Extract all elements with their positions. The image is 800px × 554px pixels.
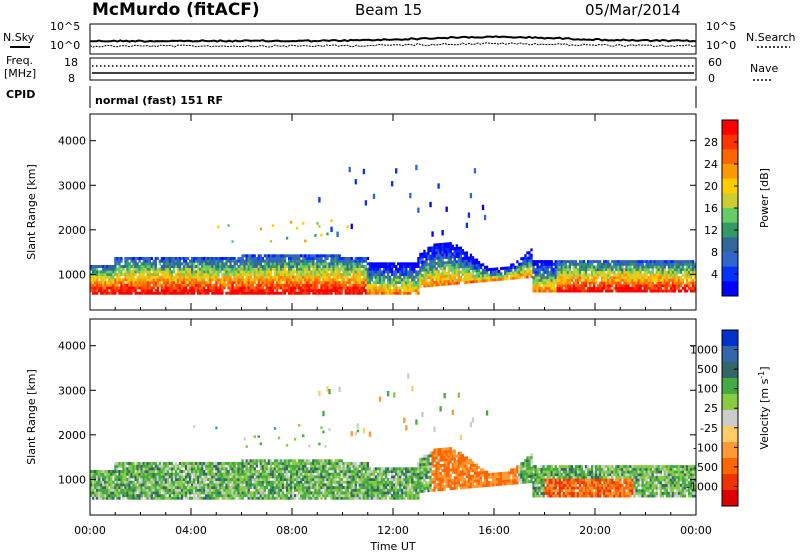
freq-label-1: Freq. xyxy=(6,54,33,67)
x-tick-label: 12:00 xyxy=(377,524,409,537)
velocity-colorbar: 1000 500 100 25 -25 -100 -500 -1000 xyxy=(686,329,739,507)
colorbar-swatch xyxy=(722,178,738,194)
noise-tick-top: 10^5 xyxy=(50,20,80,33)
colorbar-tick-label: 4 xyxy=(711,268,718,281)
x-tick-label: 20:00 xyxy=(579,524,611,537)
x-tick-label: 08:00 xyxy=(276,524,308,537)
freq-tick-top: 18 xyxy=(64,56,78,69)
noise-tick-top-right: 10^5 xyxy=(706,20,736,33)
colorbar-swatch xyxy=(722,458,738,475)
velocity-colorbar-label: Velocity [m s-1] xyxy=(757,366,771,449)
nsearch-label: N.Search xyxy=(746,31,796,44)
y-tick-label: 2000 xyxy=(58,429,86,442)
y-tick-label: 1000 xyxy=(58,473,86,486)
cpid-label: CPID xyxy=(6,88,35,101)
beam-label: Beam 15 xyxy=(355,1,422,19)
colorbar-tick-label: -500 xyxy=(693,461,718,474)
y-tick-label: 3000 xyxy=(58,384,86,397)
date-label: 05/Mar/2014 xyxy=(585,1,681,19)
y-tick-label: 1000 xyxy=(58,268,86,281)
colorbar-swatch xyxy=(722,266,738,282)
colorbar-swatch xyxy=(722,149,738,165)
x-tick-label: 00:00 xyxy=(74,524,106,537)
colorbar-tick-label: 12 xyxy=(704,224,718,237)
colorbar-tick-label: 25 xyxy=(704,402,718,415)
colorbar-swatch xyxy=(722,193,738,209)
y-tick-label: 4000 xyxy=(58,340,86,353)
nave-tick-top: 60 xyxy=(708,56,722,69)
nsky-label: N.Sky xyxy=(3,31,35,44)
y-tick-label: 4000 xyxy=(58,135,86,148)
colorbar-tick-label: 24 xyxy=(704,158,718,171)
colorbar-swatch xyxy=(722,252,738,268)
colorbar-swatch xyxy=(722,490,738,507)
velocity-panel xyxy=(89,318,697,516)
nave-label: Nave xyxy=(750,62,778,75)
colorbar-swatch xyxy=(722,237,738,253)
y-tick-label: 3000 xyxy=(58,179,86,192)
colorbar-swatch xyxy=(722,120,738,136)
velocity-ylabel: Slant Range [km] xyxy=(25,369,38,465)
colorbar-swatch xyxy=(722,442,738,459)
nsky-line xyxy=(90,35,697,43)
colorbar-swatch xyxy=(722,394,738,411)
power-colorbar-label: Power [dB] xyxy=(758,168,771,228)
colorbar-swatch xyxy=(722,164,738,180)
colorbar-swatch xyxy=(722,346,738,363)
colorbar-tick-label: 8 xyxy=(711,246,718,259)
power-panel xyxy=(89,113,697,311)
colorbar-tick-label: 1000 xyxy=(690,344,718,357)
colorbar-tick-label: 28 xyxy=(704,136,718,149)
colorbar-tick-label: 500 xyxy=(697,363,718,376)
power-colorbar: 28 24 20 16 12 8 4 xyxy=(704,119,739,297)
colorbar-swatch xyxy=(722,378,738,395)
colorbar-swatch xyxy=(722,474,738,491)
colorbar-tick-label: 100 xyxy=(697,383,718,396)
colorbar-tick-label: 20 xyxy=(704,180,718,193)
colorbar-swatch xyxy=(722,208,738,224)
nave-tick-bottom: 0 xyxy=(708,72,715,85)
colorbar-swatch xyxy=(722,222,738,238)
power-ylabel: Slant Range [km] xyxy=(25,164,38,260)
colorbar-swatch xyxy=(722,281,738,297)
x-axis-label: Time UT xyxy=(369,540,415,553)
station-title: McMurdo (fitACF) xyxy=(92,0,260,20)
x-tick-label: 04:00 xyxy=(175,524,207,537)
colorbar-tick-label: -100 xyxy=(693,441,718,454)
colorbar-tick-label: -1000 xyxy=(686,480,718,493)
cpid-text: normal (fast) 151 RF xyxy=(95,94,223,107)
x-tick-label: 00:00 xyxy=(680,524,712,537)
freq-strip: Freq. [MHz] 18 8 60 0 Nave xyxy=(4,54,778,85)
noise-tick-bottom-right: 10^0 xyxy=(706,39,736,52)
y-tick-label: 2000 xyxy=(58,224,86,237)
cpid-strip: CPID normal (fast) 151 RF xyxy=(6,86,697,108)
colorbar-tick-label: -25 xyxy=(700,422,718,435)
colorbar-swatch xyxy=(722,362,738,379)
colorbar-swatch xyxy=(722,134,738,150)
noise-tick-bottom: 10^0 xyxy=(50,39,80,52)
x-tick-label: 16:00 xyxy=(478,524,510,537)
colorbar-swatch xyxy=(722,330,738,347)
colorbar-swatch xyxy=(722,426,738,443)
noise-strip: N.Sky 10^5 10^0 10^5 10^0 N.Search xyxy=(3,20,796,55)
freq-label-2: [MHz] xyxy=(4,67,36,80)
colorbar-swatch xyxy=(722,410,738,427)
freq-tick-bottom: 8 xyxy=(68,72,75,85)
nsearch-line xyxy=(89,42,697,48)
colorbar-tick-label: 16 xyxy=(704,202,718,215)
